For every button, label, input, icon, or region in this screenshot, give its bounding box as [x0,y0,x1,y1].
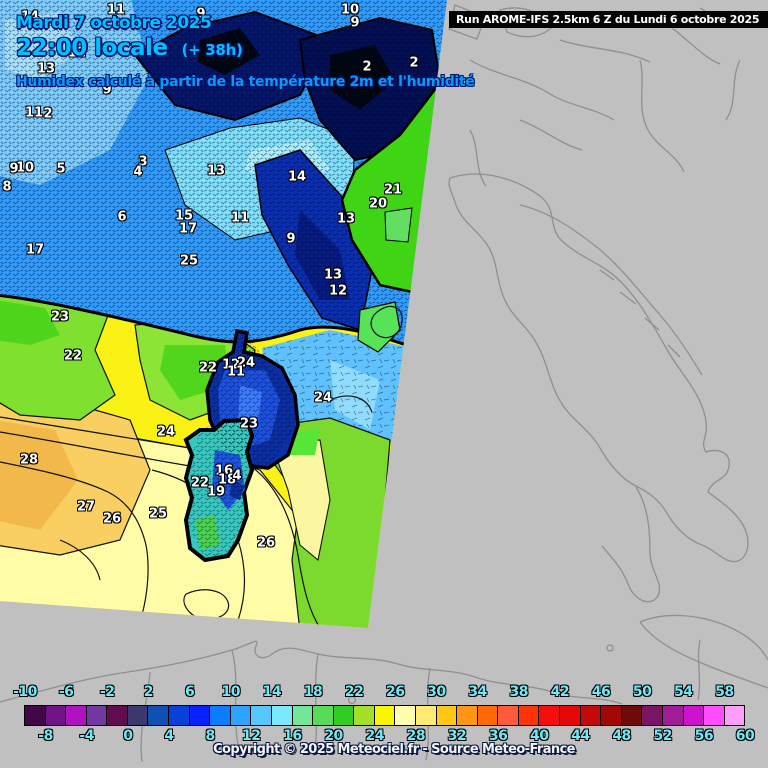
color-scale-cell [147,705,170,726]
color-scale-tick: -4 [79,728,94,744]
color-scale-tick: 14 [262,684,282,700]
color-scale-tick: -6 [58,684,74,700]
color-scale-tick: 8 [205,728,216,744]
color-scale-cell [332,705,355,726]
color-scale-cell [209,705,231,726]
color-scale-cell [250,705,272,726]
color-scale-tick: 32 [447,728,467,744]
color-scale-cell [229,705,252,726]
color-scale-tick: 24 [365,728,384,744]
color-scale-tick: -8 [38,728,53,744]
color-scale-tick: 50 [632,684,652,700]
color-scale-cell [85,705,108,726]
color-scale-cell [703,705,725,726]
color-scale-cell [373,705,396,726]
color-scale-tick: 26 [386,684,405,700]
color-scale-tick: 46 [591,684,611,700]
color-scale-tick: 28 [406,728,426,744]
color-scale-tick: 4 [164,728,174,744]
color-scale-tick: 40 [530,728,549,744]
color-scale-tick: 38 [509,684,528,700]
color-scale-tick: 6 [184,684,195,700]
color-scale-tick: 42 [550,684,570,700]
color-scale-tick: 44 [571,728,590,744]
color-scale-cell [620,705,643,726]
color-scale-tick: 30 [427,684,446,700]
color-scale-tick: 18 [303,684,323,700]
color-scale-tick: -10 [13,684,37,700]
color-scale-cell [188,705,211,726]
color-scale-cell [312,705,334,726]
color-scale-cell [435,705,458,726]
color-scale-tick: 60 [735,728,755,744]
color-scale-cell [126,705,149,726]
color-scale-cell [270,705,293,726]
color-scale-cell [24,705,46,726]
color-scale-cell [44,705,67,726]
color-scale-tick: 52 [653,728,672,744]
color-scale-cell [394,705,416,726]
color-scale-tick: -2 [100,684,115,700]
color-scale-tick: 0 [123,728,133,744]
color-scale-cell [517,705,540,726]
color-scale-cell [600,705,622,726]
humidex-field [0,0,447,628]
color-scale-cell [682,705,705,726]
color-scale-tick: 12 [242,728,261,744]
color-scale-tick: 20 [324,728,343,744]
color-scale-cell [723,705,746,726]
color-scale-tick: 54 [674,684,693,700]
color-scale-cell [559,705,581,726]
color-scale-tick: 56 [694,728,714,744]
copyright-text: Copyright © 2025 Meteociel.fr - Source M… [213,742,575,757]
color-scale-cell [538,705,561,726]
color-scale-cell [476,705,499,726]
color-scale-cell [65,705,87,726]
color-scale-tick: 10 [221,684,240,700]
color-scale-cell [456,705,478,726]
color-scale-cell [414,705,437,726]
model-run-banner: Run AROME-IFS 2.5km 6 Z du Lundi 6 octob… [449,11,768,28]
color-scale-cell [168,705,190,726]
color-scale-tick: 48 [612,728,631,744]
color-scale-tick: 16 [283,728,302,744]
color-scale-cell [579,705,602,726]
color-scale-cell [661,705,684,726]
color-scale-tick: 22 [344,684,364,700]
color-scale-tick: 2 [143,684,154,700]
color-scale-tick: 58 [715,684,734,700]
color-scale-cell [353,705,375,726]
color-scale-cell [641,705,663,726]
color-scale-tick: 36 [488,728,508,744]
color-scale-cell [291,705,314,726]
color-scale [24,705,746,726]
color-scale-cell [106,705,128,726]
color-scale-cell [497,705,519,726]
parameter-subtitle: Humidex calculé à partir de la températu… [16,74,475,90]
color-scale-tick: 34 [468,684,487,700]
